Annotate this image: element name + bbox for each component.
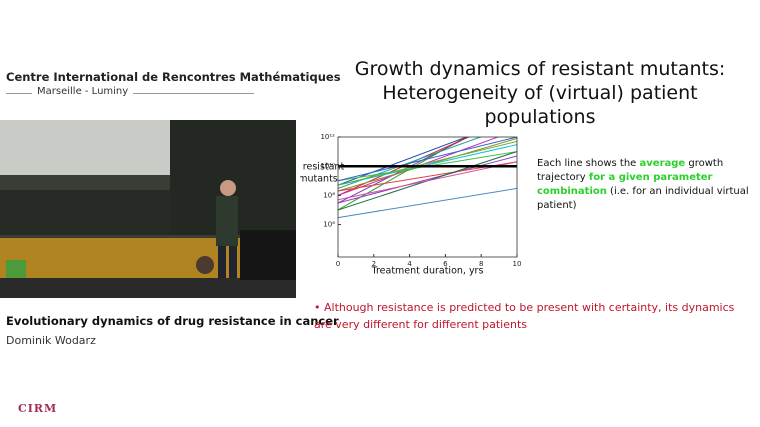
x-tick-label: 8 bbox=[479, 260, 483, 268]
logo: CIRM bbox=[18, 402, 58, 415]
location: Marseille - Luminy bbox=[32, 86, 134, 97]
y-axis-label: mutants bbox=[300, 174, 338, 185]
plot-lines bbox=[338, 137, 517, 219]
x-tick-label: 10 bbox=[513, 260, 522, 268]
description-part: (i.e. for an individual virtual patient) bbox=[537, 186, 749, 211]
description-part: Each line shows the bbox=[537, 158, 640, 169]
y-tick-label: 10¹² bbox=[320, 133, 335, 141]
slide-title-line: Heterogeneity of (virtual) patient popul… bbox=[382, 82, 698, 128]
x-tick-label: 4 bbox=[407, 260, 412, 268]
speaker: Dominik Wodarz bbox=[6, 334, 96, 347]
x-axis-label: Treatment duration, yrs bbox=[371, 266, 484, 277]
x-tick-label: 2 bbox=[372, 260, 376, 268]
x-tick-label: 6 bbox=[443, 260, 448, 268]
slide-title-line: Growth dynamics of resistant mutants: bbox=[354, 58, 726, 80]
video-frame bbox=[0, 120, 296, 298]
y-axis-label: # resistant bbox=[300, 162, 344, 173]
trajectory bbox=[338, 140, 517, 186]
slide-title: Growth dynamics of resistant mutants: He… bbox=[330, 57, 750, 129]
trajectory bbox=[338, 187, 517, 219]
institute: Centre International de Rencontres Mathé… bbox=[6, 70, 341, 84]
trajectory bbox=[338, 137, 470, 204]
trajectory bbox=[338, 155, 517, 204]
y-tick-label: 10¹⁰ bbox=[320, 162, 335, 170]
y-tick-label: 10⁸ bbox=[323, 191, 335, 199]
description-part: average bbox=[639, 158, 686, 169]
y-tick-label: 10⁶ bbox=[323, 221, 335, 229]
talk-title: Evolutionary dynamics of drug resistance… bbox=[6, 314, 339, 328]
description: Each line shows the average growth traje… bbox=[537, 157, 759, 213]
plot-frame bbox=[337, 136, 518, 258]
description-part: growth trajectory bbox=[537, 158, 724, 183]
trajectory bbox=[338, 137, 517, 182]
description-part: for a given parameter combination bbox=[537, 172, 713, 197]
bullet: • Although resistance is predicted to be… bbox=[314, 301, 735, 331]
trajectory bbox=[338, 161, 517, 201]
trajectory bbox=[338, 144, 517, 186]
trajectory bbox=[338, 137, 500, 196]
x-tick-label: 0 bbox=[336, 260, 340, 268]
